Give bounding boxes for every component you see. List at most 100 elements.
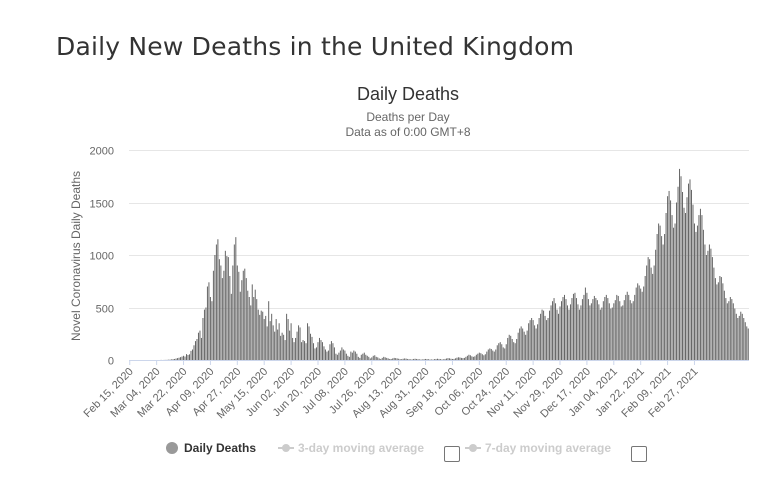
bar[interactable]: [463, 357, 465, 360]
bar[interactable]: [665, 213, 667, 360]
bar[interactable]: [348, 356, 350, 360]
bar[interactable]: [496, 345, 498, 360]
bar[interactable]: [732, 303, 734, 360]
bar[interactable]: [398, 358, 400, 360]
bar[interactable]: [671, 215, 673, 360]
bar[interactable]: [670, 200, 672, 360]
bar[interactable]: [423, 359, 425, 360]
bar[interactable]: [419, 359, 421, 360]
bar[interactable]: [519, 328, 521, 361]
bar[interactable]: [734, 308, 736, 360]
bar[interactable]: [702, 229, 704, 360]
bar[interactable]: [332, 343, 334, 360]
bar[interactable]: [693, 223, 695, 361]
bar[interactable]: [589, 305, 591, 360]
bar[interactable]: [623, 300, 625, 360]
bar[interactable]: [311, 336, 313, 360]
bar[interactable]: [556, 309, 558, 360]
bar[interactable]: [321, 342, 323, 360]
bar[interactable]: [396, 358, 398, 360]
bar[interactable]: [531, 318, 533, 360]
bar[interactable]: [450, 358, 452, 360]
bar[interactable]: [359, 357, 361, 360]
bar[interactable]: [737, 318, 739, 360]
bar[interactable]: [728, 301, 730, 360]
bar[interactable]: [714, 278, 716, 360]
bar[interactable]: [338, 352, 340, 360]
bar[interactable]: [203, 309, 205, 360]
bar[interactable]: [447, 358, 449, 360]
bar[interactable]: [407, 358, 409, 360]
bar[interactable]: [363, 352, 365, 360]
bar[interactable]: [528, 323, 530, 360]
bar[interactable]: [456, 357, 458, 360]
bar[interactable]: [662, 244, 664, 361]
bar[interactable]: [614, 300, 616, 360]
bar[interactable]: [602, 301, 604, 360]
bar[interactable]: [710, 248, 712, 360]
bar[interactable]: [327, 350, 329, 360]
bar[interactable]: [381, 357, 383, 360]
bar[interactable]: [366, 355, 368, 360]
bar[interactable]: [247, 290, 249, 360]
bar[interactable]: [655, 249, 657, 360]
bar[interactable]: [484, 354, 486, 360]
bar[interactable]: [581, 299, 583, 360]
bar[interactable]: [426, 359, 428, 360]
bar[interactable]: [722, 283, 724, 360]
bar[interactable]: [205, 307, 207, 361]
bar[interactable]: [280, 335, 282, 360]
bar[interactable]: [610, 308, 612, 360]
bar[interactable]: [236, 265, 238, 361]
bar[interactable]: [351, 352, 353, 360]
bar[interactable]: [239, 291, 241, 360]
bar[interactable]: [507, 337, 509, 360]
bar[interactable]: [617, 295, 619, 360]
bar[interactable]: [690, 189, 692, 360]
bar[interactable]: [401, 359, 403, 360]
bar[interactable]: [416, 358, 418, 360]
bar[interactable]: [631, 303, 633, 360]
bar[interactable]: [329, 344, 331, 360]
bar[interactable]: [572, 293, 574, 360]
bar[interactable]: [487, 349, 489, 361]
bar[interactable]: [441, 359, 443, 360]
bar[interactable]: [598, 304, 600, 360]
bar[interactable]: [723, 290, 725, 360]
bar[interactable]: [399, 359, 401, 360]
bar[interactable]: [471, 356, 473, 360]
bar[interactable]: [553, 298, 555, 360]
bar[interactable]: [215, 244, 217, 361]
bar[interactable]: [696, 225, 698, 360]
bar[interactable]: [365, 354, 367, 360]
bar[interactable]: [541, 309, 543, 360]
bar[interactable]: [634, 294, 636, 360]
bar[interactable]: [262, 311, 264, 360]
bar[interactable]: [716, 284, 718, 360]
bar[interactable]: [281, 332, 283, 360]
bar[interactable]: [593, 295, 595, 360]
bar[interactable]: [704, 244, 706, 361]
bar[interactable]: [611, 307, 613, 361]
bar[interactable]: [726, 303, 728, 360]
bar[interactable]: [445, 358, 447, 360]
bar[interactable]: [221, 278, 223, 360]
bar[interactable]: [549, 310, 551, 360]
bar[interactable]: [658, 223, 660, 361]
bar[interactable]: [735, 313, 737, 360]
bar[interactable]: [368, 356, 370, 360]
bar[interactable]: [357, 356, 359, 360]
bar[interactable]: [315, 347, 317, 360]
bar[interactable]: [687, 183, 689, 360]
bar[interactable]: [483, 355, 485, 360]
bar[interactable]: [251, 284, 253, 360]
bar[interactable]: [523, 331, 525, 360]
bar[interactable]: [676, 202, 678, 361]
bar[interactable]: [701, 215, 703, 360]
bar[interactable]: [474, 356, 476, 360]
bar[interactable]: [574, 292, 576, 360]
bar[interactable]: [425, 358, 427, 360]
bar[interactable]: [535, 328, 537, 361]
bar[interactable]: [659, 225, 661, 360]
bar[interactable]: [459, 357, 461, 360]
